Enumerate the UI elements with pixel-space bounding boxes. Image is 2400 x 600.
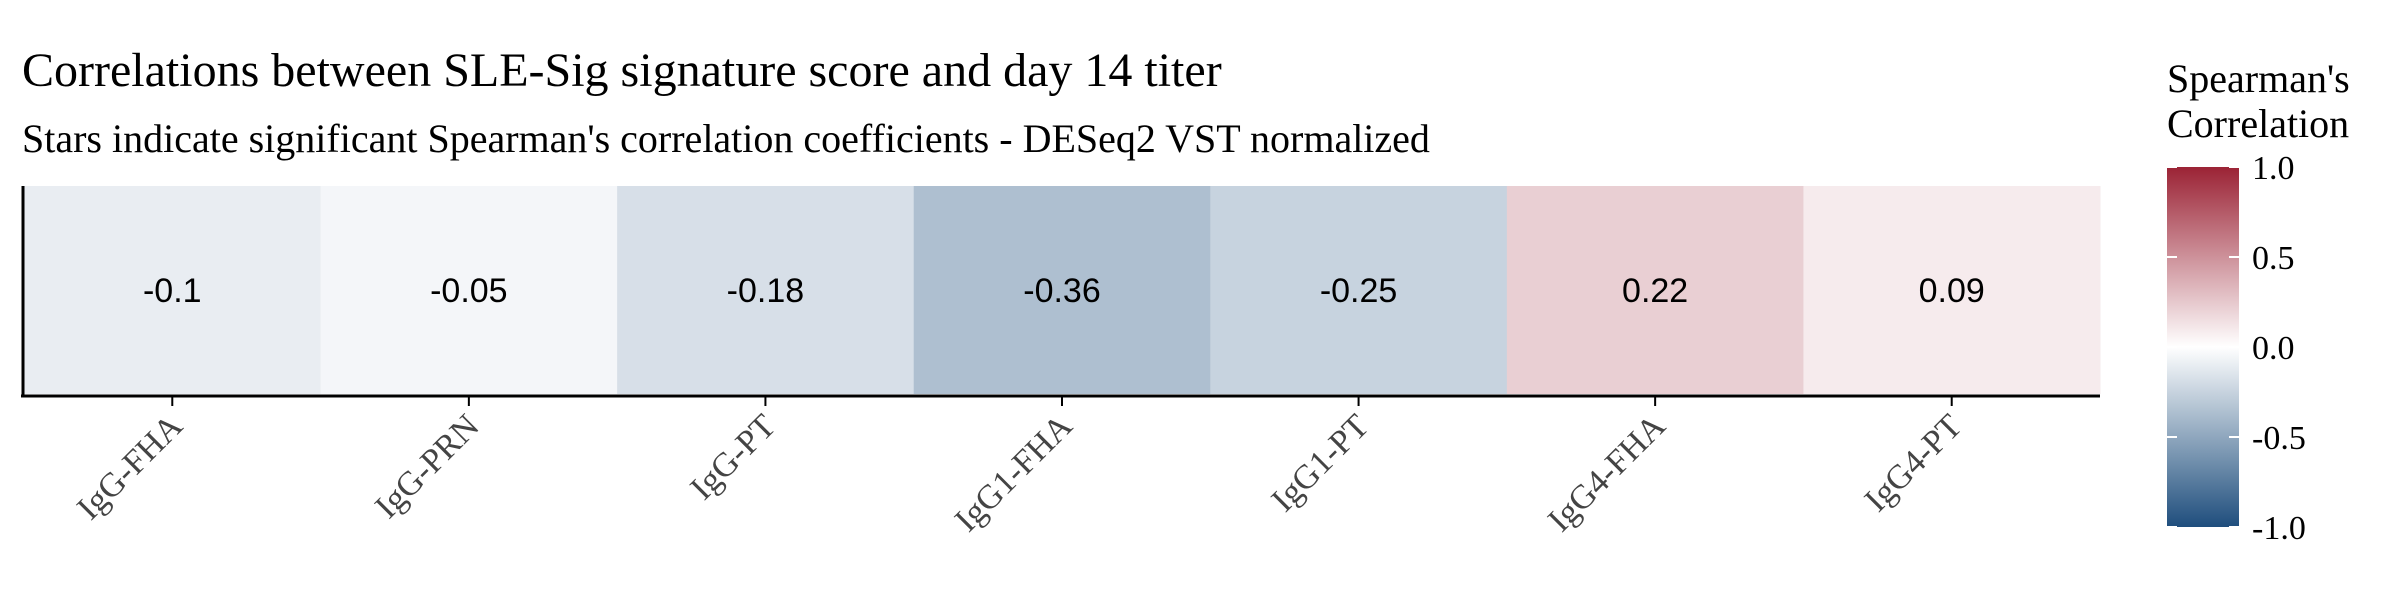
x-tick-label: IgG-FHA — [70, 407, 190, 527]
cell-value-label: 0.09 — [1919, 272, 1985, 310]
legend-tick-label: 0.0 — [2252, 330, 2295, 367]
x-tick-label: IgG4-FHA — [1541, 407, 1673, 539]
heatmap-cell-igg4-pt — [1803, 186, 2101, 394]
x-tick-label: IgG-PRN — [368, 407, 486, 525]
x-tick-label: IgG-PT — [683, 407, 783, 507]
cell-value-label: 0.22 — [1622, 272, 1688, 310]
heatmap-cell-igg-pt — [617, 186, 915, 394]
legend-tick-label: 1.0 — [2252, 150, 2295, 187]
heatmap-cells — [24, 186, 2101, 394]
chart-subtitle: Stars indicate significant Spearman's co… — [22, 116, 1430, 161]
cell-value-label: -0.36 — [1023, 272, 1101, 310]
x-tick-label: IgG4-PT — [1858, 407, 1970, 519]
cell-value-label: -0.25 — [1320, 272, 1398, 310]
heatmap-cell-igg4-fha — [1506, 186, 1804, 394]
legend-tick-label: 0.5 — [2252, 240, 2295, 277]
cell-value-label: -0.05 — [430, 272, 508, 310]
legend-tick-label: -0.5 — [2252, 420, 2306, 457]
x-tick-label: IgG1-FHA — [948, 407, 1080, 539]
cell-value-label: -0.1 — [143, 272, 202, 310]
cell-value-label: -0.18 — [727, 272, 805, 310]
heatmap-cell-igg-fha — [24, 186, 322, 394]
heatmap-cell-igg1-fha — [913, 186, 1211, 394]
heatmap-cell-igg1-pt — [1210, 186, 1508, 394]
heatmap-cell-igg-prn — [320, 186, 618, 394]
color-legend: Spearman's Correlation 1.0 0.5 0.0 -0.5 -1.0 — [2167, 56, 2350, 547]
legend-title-line1: Spearman's — [2167, 56, 2350, 101]
legend-colorbar — [2167, 167, 2239, 527]
cell-value-labels: -0.1 -0.05 -0.18 -0.36 -0.25 0.22 0.09 — [143, 272, 1985, 310]
x-axis-ticks: IgG-FHA IgG-PRN IgG-PT IgG1-FHA IgG1-PT IgG4-… — [70, 396, 1970, 539]
chart-title: Correlations between SLE-Sig signature s… — [22, 44, 1222, 97]
legend-ticks: 1.0 0.5 0.0 -0.5 -1.0 — [2167, 150, 2306, 547]
x-tick-label: IgG1-PT — [1265, 407, 1377, 519]
legend-title-line2: Correlation — [2167, 101, 2349, 146]
legend-tick-label: -1.0 — [2252, 510, 2306, 547]
